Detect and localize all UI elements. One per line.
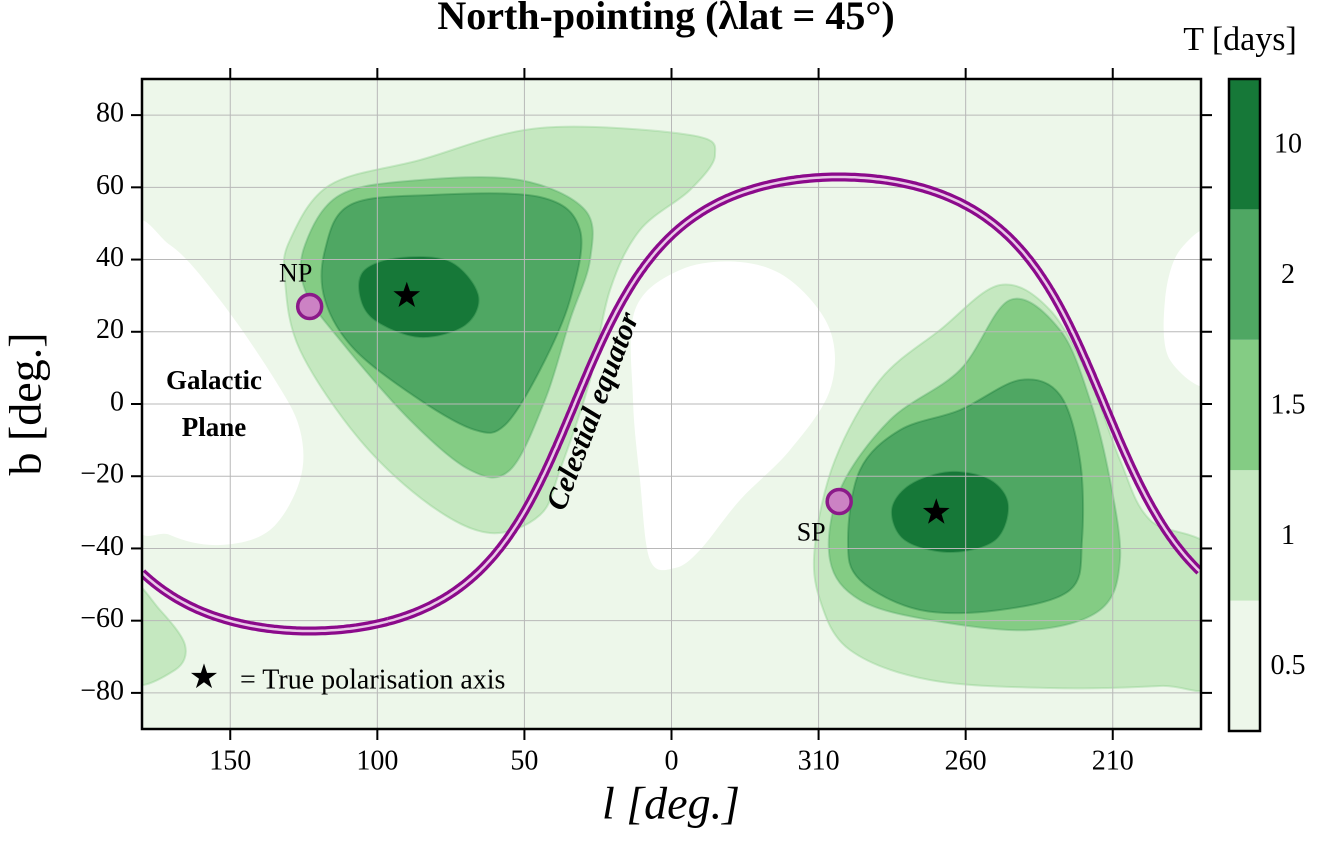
y-tick-label: −20 [80,459,124,490]
x-tick-label: 210 [1092,745,1134,776]
colorbar-label: T [days] [1183,21,1297,58]
y-tick-label: −80 [80,675,124,706]
contour [358,256,480,339]
y-tick-label: 60 [96,170,124,201]
y-axis-label: b [deg.] [0,332,51,475]
y-tick-label: 20 [96,314,124,345]
colorbar-band [1229,339,1260,471]
contour [142,586,187,686]
annotation: Galactic [166,365,262,395]
colorbar-band [1229,209,1260,340]
y-tick-label: 80 [96,98,124,129]
star-marker [393,281,421,307]
x-tick-label: 150 [209,745,251,776]
contour [890,470,1010,554]
x-tick-label: 0 [665,745,679,776]
colorbar-tick-label: 1 [1281,520,1295,551]
pole-marker [825,487,853,516]
colorbar-tick-label: 0.5 [1271,650,1306,681]
plot-area [142,79,1201,729]
pole-marker [295,292,324,321]
legend-marker: ★ [189,659,219,696]
y-tick-label: −60 [80,603,124,634]
x-tick-label: 50 [510,745,538,776]
legend-label: = True polarisation axis [240,664,505,695]
x-tick-label: 310 [798,745,840,776]
colorbar-band [1229,470,1260,601]
x-tick-label: 100 [356,745,398,776]
low-region [630,261,835,571]
celestial-equator-core [142,571,389,633]
y-tick-label: 0 [110,386,124,417]
annotation: Plane [182,412,247,442]
y-tick-label: −40 [80,531,124,562]
celestial-equator-core [387,175,1201,623]
colorbar-tick-label: 2 [1281,259,1295,290]
y-tick-label: 40 [96,242,124,273]
pole-label: SP [797,517,826,546]
colorbar-band [1229,600,1260,731]
x-tick-label: 260 [945,745,987,776]
colorbar-band [1229,79,1260,210]
low-region [142,220,304,546]
colorbar-frame [1227,77,1262,733]
chart-title: North-pointing (λlat = 45°) [437,0,894,38]
pole-label: NP [279,258,312,287]
overlay [142,172,1201,636]
x-axis-label: l [deg.] [602,778,740,829]
low-region [1163,230,1201,387]
colorbar-tick-label: 10 [1274,129,1302,160]
colorbar-tick-label: 1.5 [1271,389,1306,420]
star-marker [922,498,950,524]
